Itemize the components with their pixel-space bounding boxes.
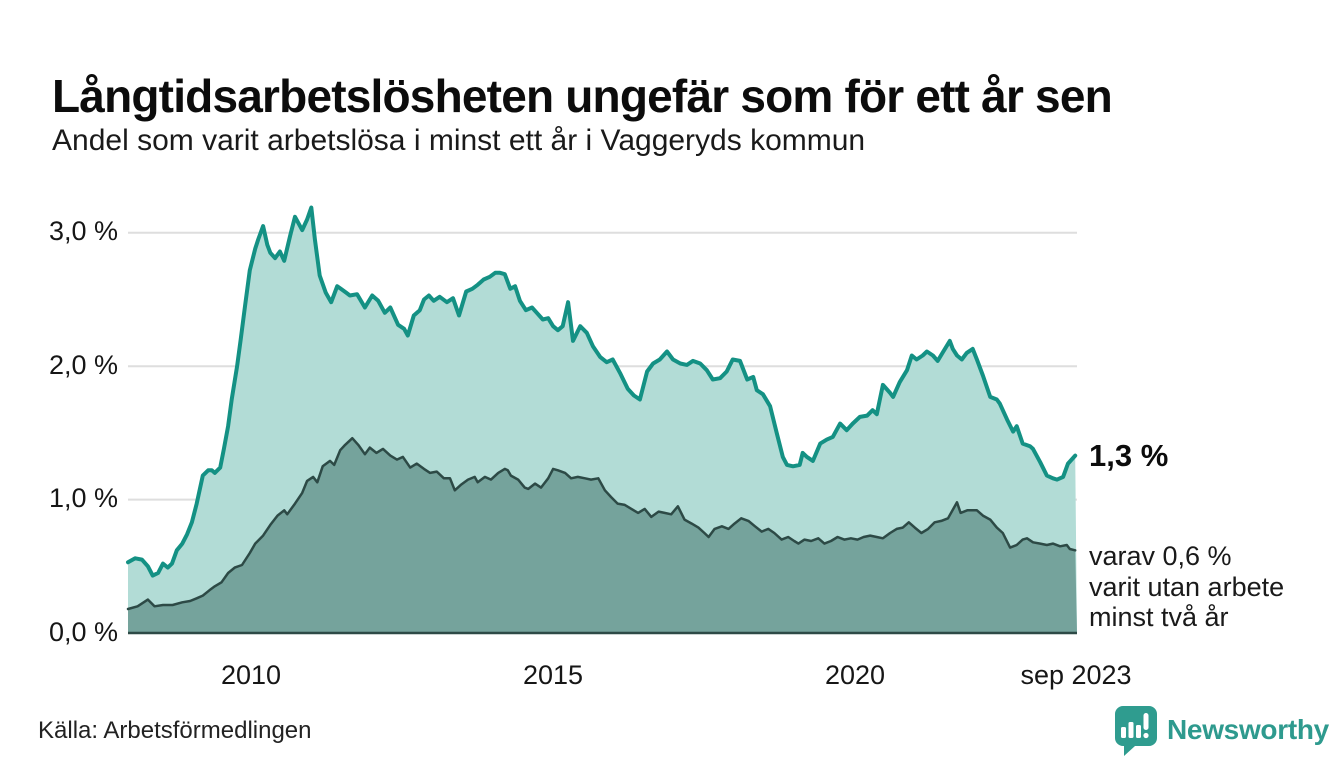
x-tick-2010: 2010 xyxy=(220,660,282,690)
newsworthy-logo: Newsworthy xyxy=(1112,704,1329,756)
page-subtitle: Andel som varit arbetslösa i minst ett å… xyxy=(52,124,866,157)
two-year-note-line3: minst två år xyxy=(1089,602,1229,632)
x-tick-2020: 2020 xyxy=(824,660,886,690)
y-tick-0: 0,0 % xyxy=(48,617,118,647)
two-year-note: varav 0,6 % varit utan arbete minst två … xyxy=(1089,541,1284,633)
y-tick-3: 3,0 % xyxy=(48,216,118,246)
two-year-note-line1: varav 0,6 % xyxy=(1089,541,1232,571)
y-tick-1: 1,0 % xyxy=(48,483,118,513)
two-year-note-line2: varit utan arbete xyxy=(1089,571,1285,602)
latest-value-label: 1,3 % xyxy=(1089,438,1169,473)
newsworthy-logo-icon xyxy=(1112,704,1158,756)
source-note: Källa: Arbetsförmedlingen xyxy=(38,717,312,744)
y-tick-2: 2,0 % xyxy=(48,350,118,380)
x-tick-2015: 2015 xyxy=(522,660,584,690)
x-tick-sep2023: sep 2023 xyxy=(1020,660,1132,690)
newsworthy-logo-text: Newsworthy xyxy=(1167,714,1329,745)
page-title: Långtidsarbetslösheten ungefär som för e… xyxy=(52,69,1113,122)
